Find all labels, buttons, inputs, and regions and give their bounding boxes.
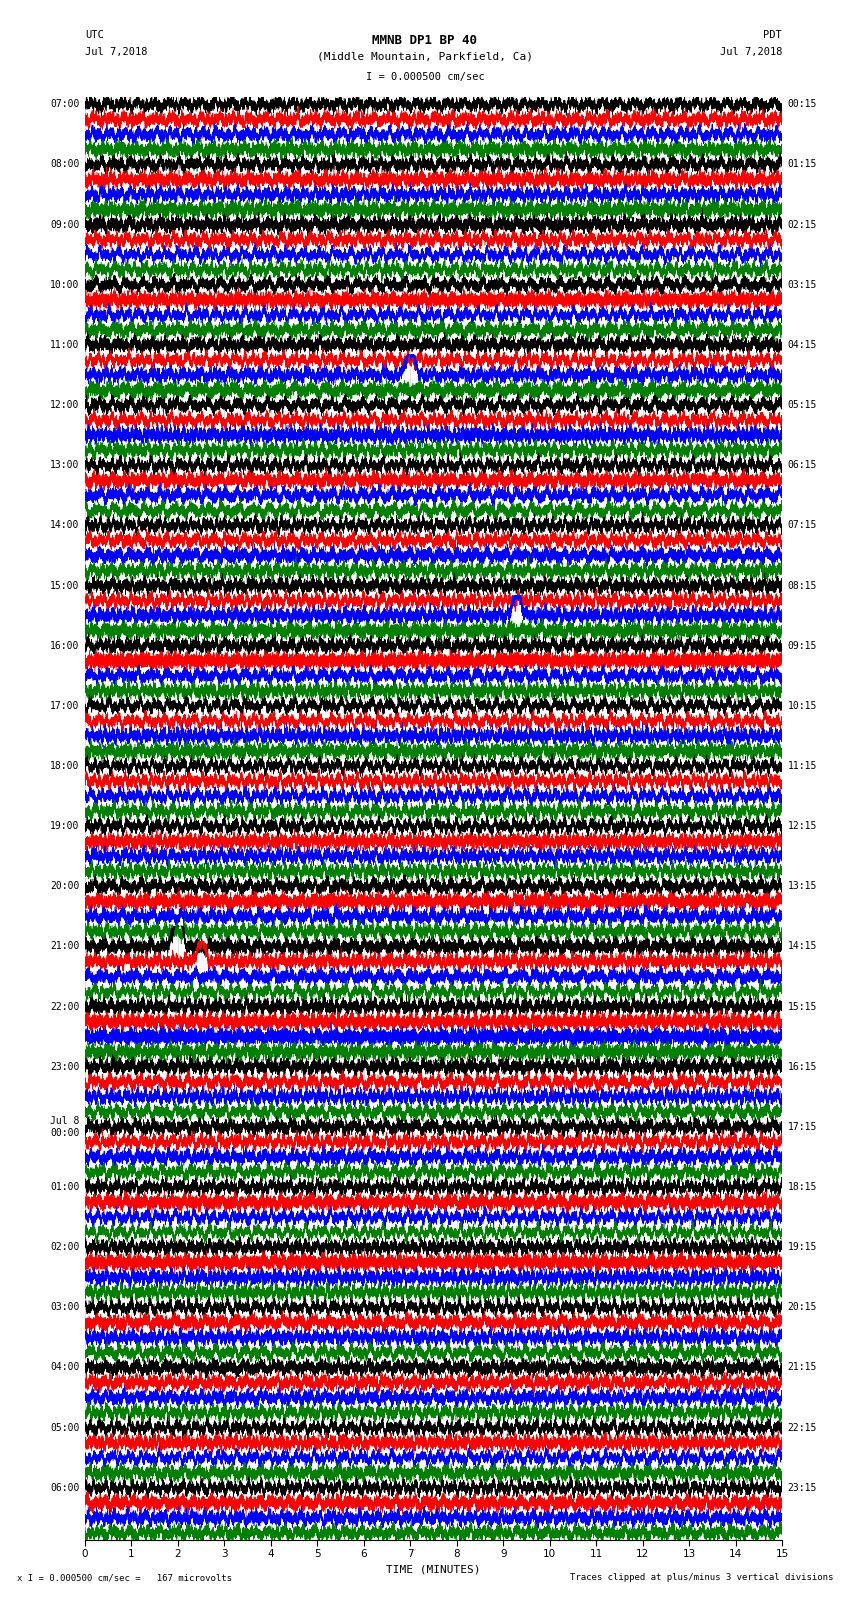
Text: 13:15: 13:15	[788, 881, 817, 892]
Text: 06:15: 06:15	[788, 460, 817, 471]
Text: 23:00: 23:00	[50, 1061, 79, 1071]
Text: PDT: PDT	[763, 31, 782, 40]
Text: 08:00: 08:00	[50, 160, 79, 169]
Text: 12:15: 12:15	[788, 821, 817, 831]
Text: 04:00: 04:00	[50, 1363, 79, 1373]
Text: 04:15: 04:15	[788, 340, 817, 350]
Text: 01:15: 01:15	[788, 160, 817, 169]
Text: 05:15: 05:15	[788, 400, 817, 410]
Text: 17:00: 17:00	[50, 700, 79, 711]
Text: 22:15: 22:15	[788, 1423, 817, 1432]
Text: 22:00: 22:00	[50, 1002, 79, 1011]
Text: 12:00: 12:00	[50, 400, 79, 410]
Text: 21:00: 21:00	[50, 942, 79, 952]
Text: I = 0.000500 cm/sec: I = 0.000500 cm/sec	[366, 73, 484, 82]
Text: 13:00: 13:00	[50, 460, 79, 471]
Text: 03:15: 03:15	[788, 279, 817, 290]
Text: 20:00: 20:00	[50, 881, 79, 892]
Text: 15:00: 15:00	[50, 581, 79, 590]
Text: 02:15: 02:15	[788, 219, 817, 229]
Text: 01:00: 01:00	[50, 1182, 79, 1192]
Text: 11:15: 11:15	[788, 761, 817, 771]
Text: 16:00: 16:00	[50, 640, 79, 650]
Text: Jul 7,2018: Jul 7,2018	[719, 47, 782, 56]
Text: 18:15: 18:15	[788, 1182, 817, 1192]
Text: 15:15: 15:15	[788, 1002, 817, 1011]
Text: 05:00: 05:00	[50, 1423, 79, 1432]
Text: Jul 8
00:00: Jul 8 00:00	[50, 1116, 79, 1137]
Text: 09:15: 09:15	[788, 640, 817, 650]
Text: 02:00: 02:00	[50, 1242, 79, 1252]
X-axis label: TIME (MINUTES): TIME (MINUTES)	[386, 1565, 481, 1574]
Text: Traces clipped at plus/minus 3 vertical divisions: Traces clipped at plus/minus 3 vertical …	[570, 1573, 833, 1582]
Text: 08:15: 08:15	[788, 581, 817, 590]
Text: x I = 0.000500 cm/sec =   167 microvolts: x I = 0.000500 cm/sec = 167 microvolts	[17, 1573, 232, 1582]
Text: UTC: UTC	[85, 31, 104, 40]
Text: 19:00: 19:00	[50, 821, 79, 831]
Text: MMNB DP1 BP 40: MMNB DP1 BP 40	[372, 34, 478, 47]
Text: 14:15: 14:15	[788, 942, 817, 952]
Text: Jul 7,2018: Jul 7,2018	[85, 47, 148, 56]
Text: 11:00: 11:00	[50, 340, 79, 350]
Text: 23:15: 23:15	[788, 1482, 817, 1492]
Text: 17:15: 17:15	[788, 1123, 817, 1132]
Text: 10:00: 10:00	[50, 279, 79, 290]
Text: 21:15: 21:15	[788, 1363, 817, 1373]
Text: 16:15: 16:15	[788, 1061, 817, 1071]
Text: (Middle Mountain, Parkfield, Ca): (Middle Mountain, Parkfield, Ca)	[317, 52, 533, 61]
Text: 03:00: 03:00	[50, 1302, 79, 1313]
Text: 18:00: 18:00	[50, 761, 79, 771]
Text: 09:00: 09:00	[50, 219, 79, 229]
Text: 19:15: 19:15	[788, 1242, 817, 1252]
Text: 06:00: 06:00	[50, 1482, 79, 1492]
Text: 20:15: 20:15	[788, 1302, 817, 1313]
Text: 10:15: 10:15	[788, 700, 817, 711]
Text: 14:00: 14:00	[50, 521, 79, 531]
Text: 07:15: 07:15	[788, 521, 817, 531]
Text: 07:00: 07:00	[50, 100, 79, 110]
Text: 00:15: 00:15	[788, 100, 817, 110]
